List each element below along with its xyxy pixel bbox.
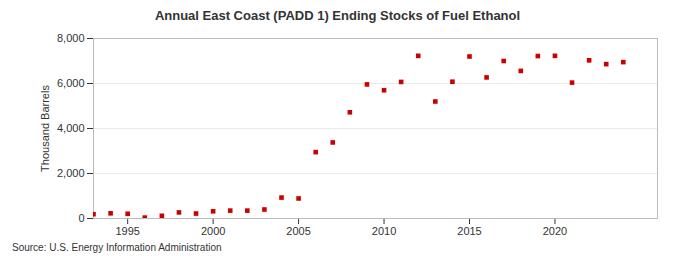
svg-text:2015: 2015 (457, 225, 481, 237)
svg-text:Thousand Barrels: Thousand Barrels (39, 85, 51, 172)
svg-text:6,000: 6,000 (57, 77, 85, 89)
svg-text:4,000: 4,000 (57, 122, 85, 134)
svg-text:8,000: 8,000 (57, 32, 85, 44)
svg-text:2020: 2020 (543, 225, 567, 237)
svg-text:2005: 2005 (286, 225, 310, 237)
svg-text:2,000: 2,000 (57, 167, 85, 179)
svg-text:2000: 2000 (201, 225, 225, 237)
svg-text:0: 0 (78, 212, 84, 224)
svg-text:1995: 1995 (115, 225, 139, 237)
html-text:Source: U.S. Energy Informatio: Source: U.S. Energy Information Administ… (12, 242, 222, 253)
html-text:Annual East Coast (PADD 1) End: Annual East Coast (PADD 1) Ending Stocks… (154, 8, 521, 23)
svg-text:2010: 2010 (372, 225, 396, 237)
